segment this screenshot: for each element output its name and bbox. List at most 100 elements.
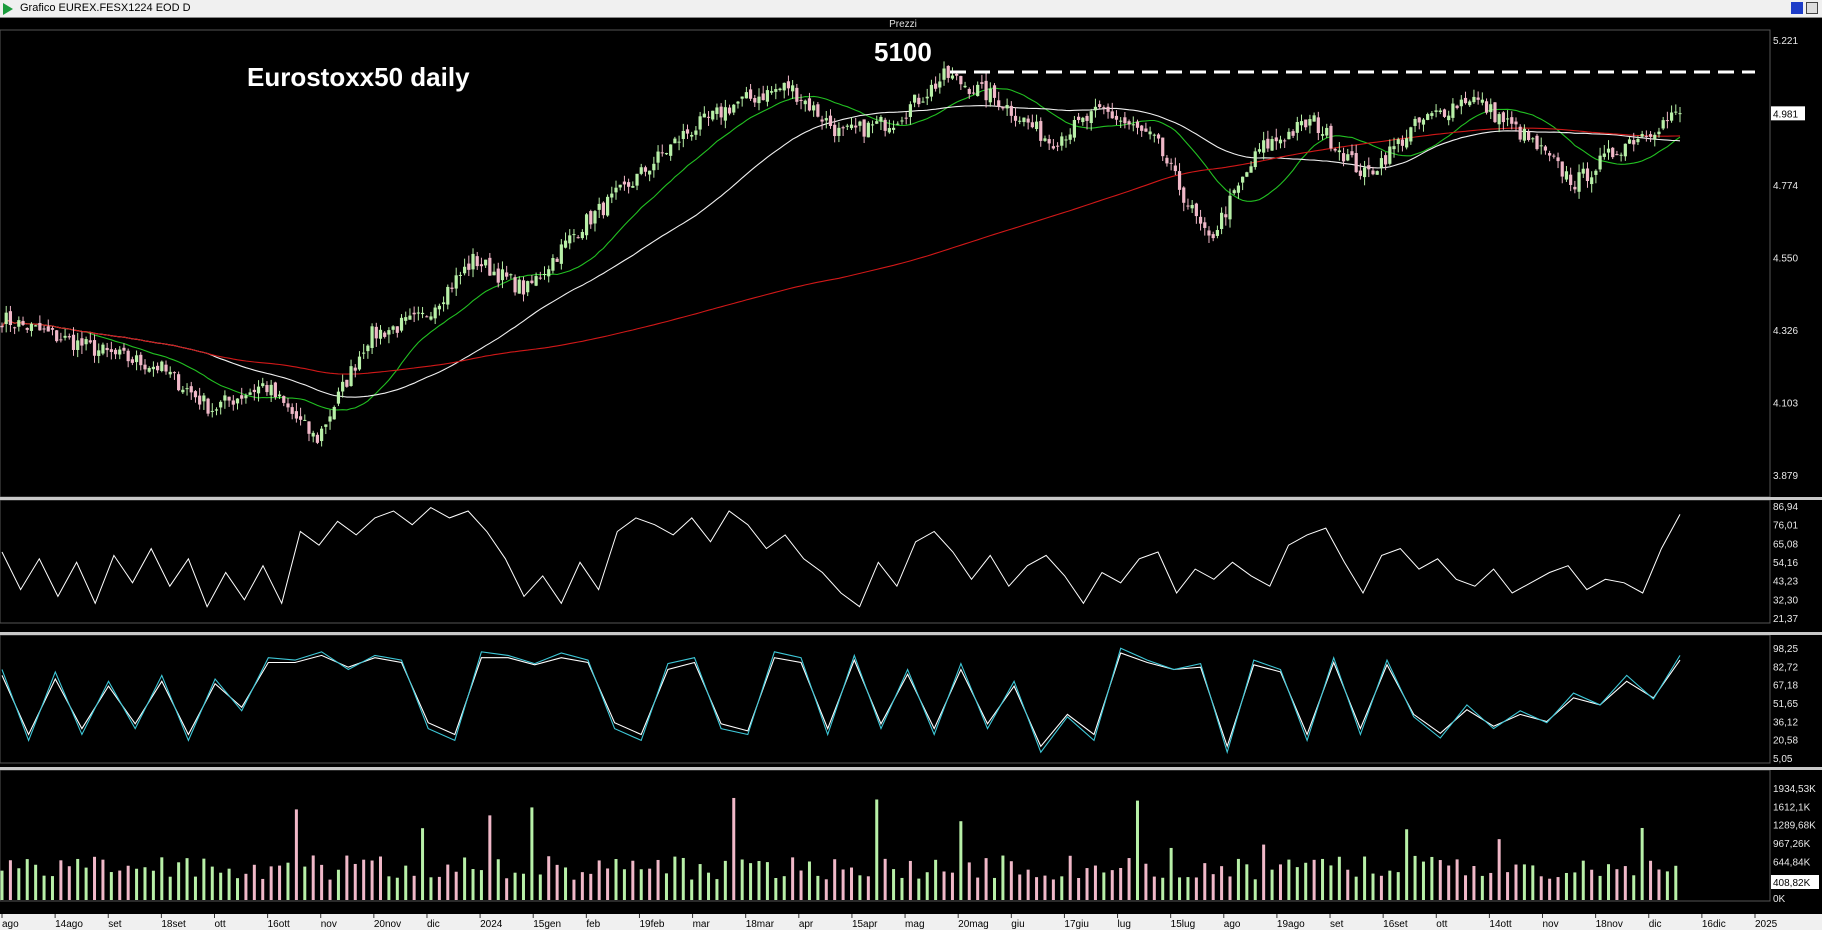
volume-bar: [1581, 860, 1585, 900]
stoch-y-tick-label: 98,25: [1773, 644, 1798, 655]
candle-body: [113, 349, 118, 355]
candle-body: [1009, 105, 1013, 116]
volume-bar: [1102, 872, 1106, 900]
candle-body: [1262, 140, 1266, 153]
panel-frame: [0, 29, 1771, 498]
candle-body: [349, 366, 353, 386]
x-tick-label: 17giu: [1064, 919, 1088, 930]
volume-bar: [639, 869, 643, 900]
volume-bar: [521, 873, 525, 900]
volume-bar: [1371, 873, 1375, 900]
close-button[interactable]: [1806, 2, 1818, 14]
candle-body: [88, 340, 92, 343]
candle-body: [1661, 120, 1665, 129]
volume-bar: [925, 872, 929, 900]
volume-bar: [1211, 874, 1215, 900]
osc1-y-tick-label: 86,94: [1773, 502, 1798, 513]
volume-bar: [976, 877, 980, 900]
x-tick-label: 16dic: [1702, 919, 1726, 930]
candle-body: [1405, 138, 1409, 148]
candle-body: [294, 411, 298, 419]
candle-body: [929, 84, 934, 97]
candle-body: [67, 336, 71, 338]
candle-body: [942, 68, 946, 80]
candle-body: [1627, 139, 1632, 144]
osc1-y-tick-label: 54,16: [1773, 558, 1798, 569]
volume-bar: [378, 856, 382, 900]
candle-body: [1489, 104, 1493, 113]
volume-bar: [1548, 878, 1552, 900]
candle-body: [1039, 121, 1043, 141]
volume-bar: [151, 870, 155, 900]
candle-body: [744, 92, 748, 99]
volume-bar: [8, 860, 12, 900]
candle-body: [1232, 190, 1236, 194]
candle-body: [807, 98, 812, 111]
x-tick-label: 14ott: [1489, 919, 1511, 930]
volume-bar: [1060, 876, 1064, 900]
candle-body: [1001, 106, 1005, 109]
volume-bar: [370, 860, 374, 900]
volume-bar: [1640, 827, 1644, 900]
candle-body: [1055, 145, 1060, 147]
candle-body: [362, 352, 366, 354]
candle-body: [408, 315, 412, 320]
candle-body: [719, 106, 723, 118]
candle-body: [1371, 170, 1375, 175]
candle-body: [25, 327, 29, 330]
candle-body: [1409, 127, 1413, 142]
candle-body: [917, 97, 921, 105]
volume-bar: [177, 862, 181, 900]
candle-body: [1106, 106, 1110, 112]
candle-body: [479, 264, 484, 267]
volume-bar: [942, 871, 946, 900]
candle-body: [198, 395, 202, 405]
candle-body: [1543, 146, 1548, 151]
minimize-button[interactable]: [1791, 2, 1803, 14]
volume-bar: [841, 869, 845, 900]
volume-bar: [673, 856, 677, 900]
candle-body: [4, 312, 8, 325]
candle-body: [605, 196, 610, 216]
window-title: Grafico EUREX.FESX1224 EOD D: [20, 2, 191, 14]
volume-bar: [261, 878, 265, 900]
candle-body: [1018, 120, 1022, 122]
volume-bar: [505, 878, 509, 900]
candle-body: [391, 326, 395, 330]
candle-body: [866, 122, 870, 138]
candle-body: [484, 259, 488, 266]
volume-bar: [278, 865, 282, 900]
candle-body: [677, 141, 681, 143]
volume-bar: [1649, 860, 1653, 900]
candle-body: [748, 89, 753, 99]
x-tick-label: 20mag: [958, 919, 989, 930]
candle-body: [1131, 124, 1135, 126]
candle-body: [1266, 138, 1270, 149]
candle-body: [1295, 121, 1299, 133]
volume-bar: [1077, 877, 1081, 900]
candle-body: [1253, 151, 1257, 168]
candle-body: [778, 88, 782, 91]
candle-body: [681, 130, 685, 139]
volume-bar: [1001, 855, 1005, 900]
panel-separator: [0, 497, 1822, 500]
volume-bar: [892, 869, 896, 900]
candle-body: [353, 367, 357, 371]
stoch-y-tick-label: 67,18: [1773, 681, 1798, 692]
candle-body: [1325, 127, 1329, 136]
candle-body: [988, 88, 992, 103]
candle-body: [177, 374, 181, 391]
volume-bar: [959, 821, 963, 900]
candle-body: [1102, 107, 1106, 109]
candle-body: [938, 81, 942, 88]
candle-body: [1468, 101, 1472, 106]
candle-body: [277, 394, 282, 397]
candle-body: [13, 327, 17, 329]
candle-body: [652, 163, 656, 171]
volume-bar: [42, 875, 46, 900]
candle-body: [622, 181, 627, 185]
candle-body: [1602, 153, 1606, 157]
candle-body: [992, 85, 997, 98]
volume-bar: [1026, 869, 1030, 900]
candle-body: [1350, 151, 1354, 156]
